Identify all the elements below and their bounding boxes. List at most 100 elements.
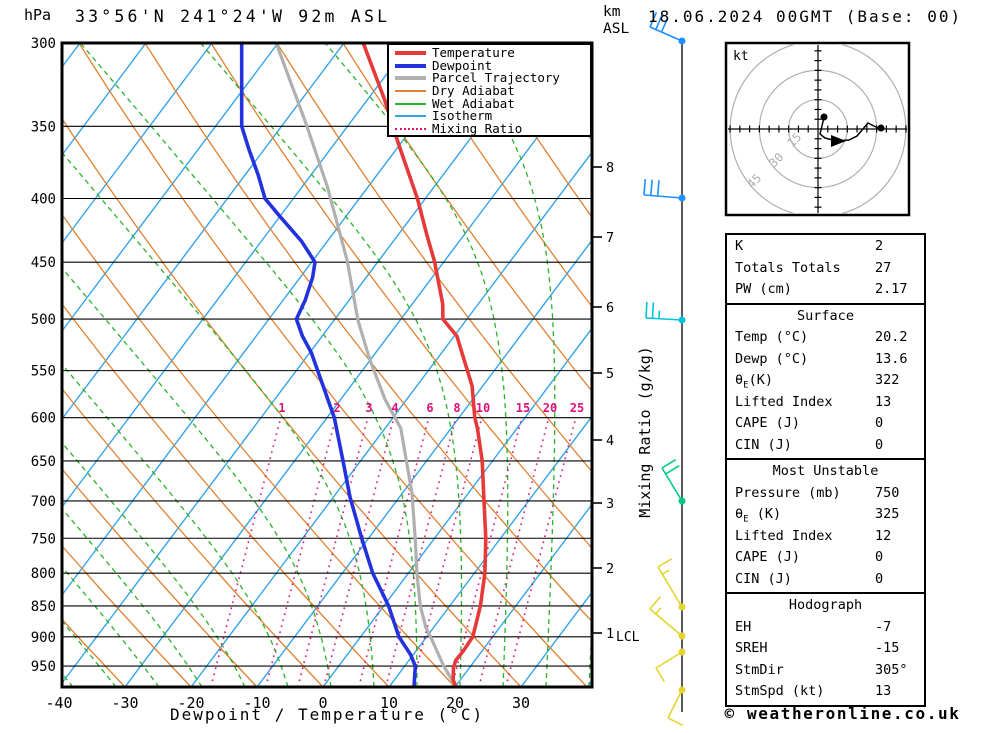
table-row-label: EH	[735, 618, 752, 635]
dry-adiabat-line	[62, 302, 390, 687]
isotherm-line	[124, 63, 592, 687]
isotherm-line	[62, 43, 543, 685]
km-tick-label: 3	[606, 496, 614, 512]
copyright-footer: © weatheronline.co.uk	[724, 704, 961, 723]
table-row: θE (K) 325	[727, 504, 924, 526]
wet-adiabat-line	[62, 441, 246, 687]
datetime-label: 18.06.2024 00GMT (Base: 00)	[648, 7, 963, 26]
table-row: EH -7	[727, 617, 924, 639]
wet-adiabat-line	[62, 620, 117, 687]
legend-item: Mixing Ratio	[395, 120, 590, 136]
mixing-ratio-value-label: 15	[516, 401, 530, 415]
legend-line-sample	[395, 63, 426, 68]
wind-barb-feather	[656, 180, 660, 197]
isotherm-line	[322, 327, 592, 687]
km-axis-header: km ASL	[603, 4, 629, 38]
wind-barb	[657, 558, 686, 611]
wet-adiabat-line	[62, 151, 375, 687]
table-row-label: Totals Totals	[735, 259, 841, 276]
wet-adiabat-line	[62, 267, 332, 687]
temp-tick-label: 20	[446, 694, 464, 712]
table-row-value: 0	[875, 415, 884, 431]
wind-barb-level-dot	[678, 686, 686, 694]
mixing-ratio-value-label: 8	[453, 401, 460, 415]
table-row-value: 750	[875, 484, 900, 501]
wet-adiabat-line	[324, 43, 509, 687]
table-row-label: SREH	[735, 640, 768, 656]
pressure-tick-label: 450	[31, 255, 56, 271]
table-row-label: CIN (J)	[735, 570, 792, 587]
wind-barb-feather	[665, 464, 680, 475]
wind-barb-level-dot	[678, 316, 686, 324]
km-tick-label: 6	[606, 300, 614, 316]
table-row-value: 305°	[875, 661, 908, 678]
pressure-tick-label: 750	[31, 531, 56, 547]
wind-barb	[649, 12, 686, 45]
pressure-tick-label: 800	[31, 566, 56, 582]
mixing-ratio-value-label: 3	[365, 401, 372, 415]
table-row-value: 325	[875, 506, 900, 522]
pressure-tick-label: 850	[31, 599, 56, 615]
wind-barb-feather	[660, 17, 669, 33]
temp-tick-label: -20	[177, 694, 204, 712]
table-row: θE(K) 322	[727, 370, 924, 392]
km-asl-axis: 8 7 6 5 4 3 2 1 LCL	[592, 160, 640, 645]
sounding-curves	[239, 43, 488, 687]
table-row: CIN (J) 0	[727, 569, 924, 591]
table-row-value: 322	[875, 372, 900, 388]
table-row: CAPE (J) 0	[727, 547, 924, 569]
mixing-ratio-value-label: 6	[426, 401, 433, 415]
pressure-tick-label: 600	[31, 411, 56, 427]
wind-barb-level-dot	[678, 497, 686, 505]
legend-item-label: Mixing Ratio	[432, 120, 523, 136]
legend-line-sample	[395, 76, 426, 81]
wind-barb-feather	[667, 717, 683, 726]
dry-adiabat-line	[62, 468, 258, 687]
table-row: Pressure (mb) 750	[727, 483, 924, 505]
page-title: 33°56'N 241°24'W 92m ASL	[75, 7, 391, 26]
parcel-trajectory-curve	[274, 43, 458, 687]
table-row-value: 20.2	[875, 329, 908, 345]
isotherm-line	[62, 43, 345, 421]
table-row: Lifted Index 13	[727, 392, 924, 414]
hodograph-start-dot	[820, 113, 828, 121]
wind-barb-feather	[651, 302, 655, 319]
mixing-ratio-value-label: 25	[570, 401, 584, 415]
pressure-tick-label: 700	[31, 494, 56, 510]
temp-tick-label: 10	[380, 694, 398, 712]
wind-barb-level-dot	[678, 632, 686, 640]
pressure-tick-label: 550	[31, 364, 56, 380]
asl-label: ASL	[603, 21, 630, 37]
legend-item: Dry Adiabat	[395, 84, 590, 98]
table-row-value: 13.6	[875, 350, 908, 367]
legend-item-label: Isotherm	[432, 108, 493, 124]
table-row-label: StmDir	[735, 661, 784, 678]
lcl-label: LCL	[616, 630, 640, 645]
table-row-label: θE(K)	[735, 372, 773, 391]
km-label: km	[603, 4, 621, 20]
storm-motion-marker	[831, 135, 846, 147]
table-section: K 2 Totals Totals 27 PW (cm) 2.17	[725, 233, 926, 305]
km-tick-label: 2	[606, 561, 614, 577]
pressure-tick-label: 500	[31, 312, 56, 328]
table-section-header: Hodograph	[788, 597, 863, 613]
table-row-value: 2	[875, 238, 884, 254]
wind-barb-feather	[649, 596, 661, 610]
temp-tick-label: -30	[111, 694, 138, 712]
isotherm-line	[190, 151, 592, 687]
temp-tick-label: 30	[512, 694, 530, 712]
km-tick-label: 5	[606, 366, 614, 382]
legend-item-label: Wet Adiabat	[432, 95, 515, 111]
wind-barb-level-dot	[678, 603, 686, 611]
wind-barb	[661, 459, 686, 505]
wind-barb-staff	[655, 651, 683, 669]
wind-barb-level-dot	[678, 648, 686, 656]
temp-tick-label: -40	[45, 694, 72, 712]
wind-barb-feather	[650, 179, 653, 196]
table-row-label: CIN (J)	[735, 436, 792, 453]
table-row: CIN (J) 0	[727, 435, 924, 457]
